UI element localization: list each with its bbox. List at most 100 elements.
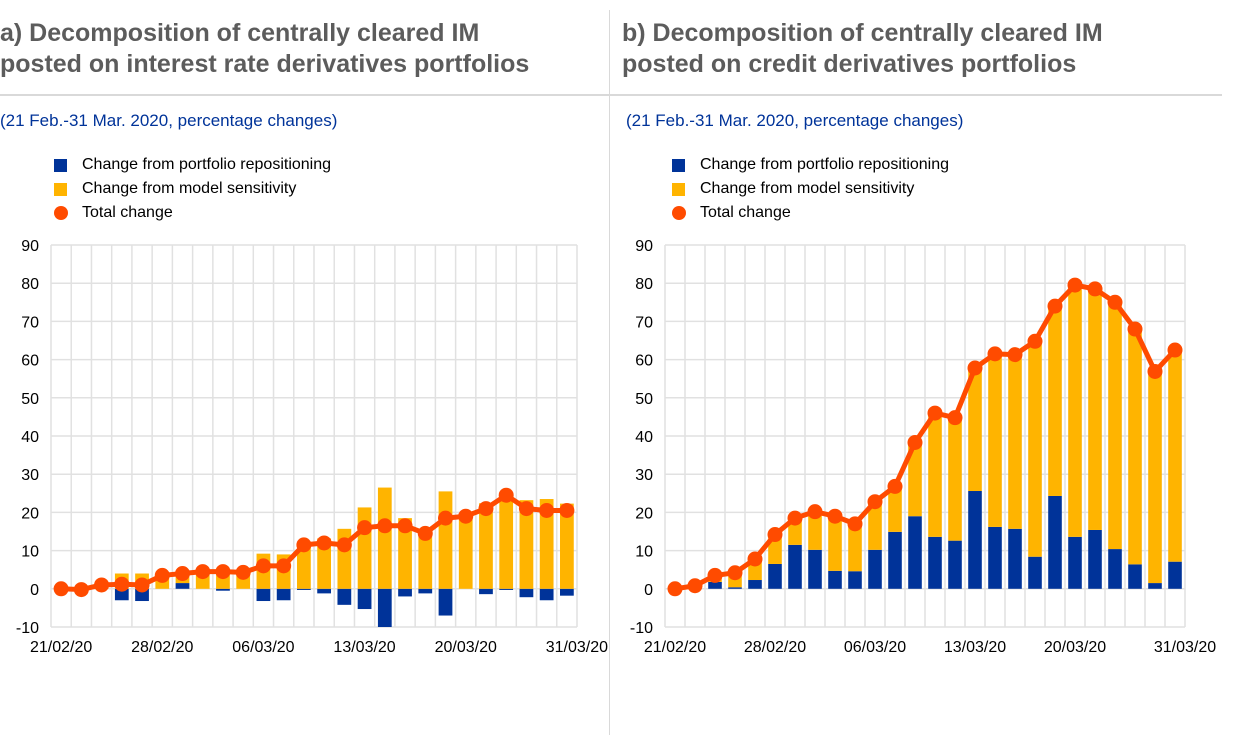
bar-sensitivity	[499, 494, 514, 589]
point-total-change	[539, 502, 555, 518]
point-total-change	[154, 567, 170, 583]
legend-item-repositioning: Change from portfolio repositioning	[54, 153, 331, 177]
point-total-change	[458, 508, 474, 524]
bar-sensitivity	[1108, 302, 1122, 550]
x-tick-label: 31/03/20	[1154, 639, 1216, 656]
legend-label: Change from model sensitivity	[82, 180, 297, 197]
bar-sensitivity	[868, 501, 882, 550]
legend-label: Total change	[700, 204, 791, 221]
y-tick-label: 10	[21, 544, 39, 561]
bar-sensitivity	[808, 511, 822, 550]
point-total-change	[377, 518, 393, 534]
y-tick-label: 90	[635, 238, 653, 255]
bar-sensitivity	[1048, 306, 1062, 496]
bar-sensitivity	[317, 538, 331, 589]
point-total-change	[1107, 294, 1123, 310]
point-total-change	[73, 582, 89, 598]
y-tick-label: 30	[21, 467, 39, 484]
x-tick-label: 21/02/20	[644, 639, 706, 656]
point-total-change	[667, 581, 683, 597]
legend-label: Change from model sensitivity	[700, 180, 915, 197]
bar-repositioning	[728, 587, 742, 589]
bar-repositioning	[560, 588, 574, 596]
point-total-change	[747, 551, 763, 567]
x-tick-label: 20/03/20	[435, 639, 497, 656]
point-total-change	[94, 577, 110, 593]
y-tick-label: 50	[21, 391, 39, 408]
bar-sensitivity	[1148, 371, 1162, 584]
panel-a-legend: Change from portfolio repositioning Chan…	[54, 153, 331, 225]
point-total-change	[559, 502, 575, 518]
legend-dot-orange	[54, 206, 68, 220]
legend-item-sensitivity: Change from model sensitivity	[672, 177, 949, 201]
bar-sensitivity	[1008, 354, 1022, 529]
legend-swatch-yellow	[54, 182, 67, 196]
bar-repositioning	[848, 571, 862, 589]
bar-repositioning	[768, 563, 782, 589]
point-total-change	[175, 566, 190, 582]
bar-repositioning	[708, 581, 722, 589]
panel-a-title-line2: posted on interest rate derivatives port…	[0, 50, 530, 78]
bar-sensitivity	[519, 500, 534, 589]
legend-item-sensitivity: Change from model sensitivity	[54, 177, 331, 201]
bar-repositioning	[908, 516, 922, 589]
point-total-change	[1087, 281, 1103, 297]
x-tick-label: 13/03/20	[333, 639, 395, 656]
bar-repositioning	[1128, 564, 1142, 589]
panel-separator	[609, 10, 610, 735]
bar-repositioning	[499, 588, 514, 590]
x-tick-label: 06/03/20	[232, 639, 294, 656]
bar-repositioning	[418, 588, 433, 594]
point-total-change	[255, 558, 271, 574]
bar-repositioning	[297, 588, 311, 590]
bar-repositioning	[1028, 556, 1042, 589]
title-divider-a	[0, 94, 609, 96]
legend-item-total: Total change	[672, 201, 949, 225]
x-tick-label: 20/03/20	[1044, 639, 1106, 656]
legend-dot-orange	[672, 206, 686, 220]
point-total-change	[847, 516, 863, 532]
bar-sensitivity	[377, 487, 392, 589]
bar-repositioning	[948, 540, 962, 589]
point-total-change	[987, 346, 1003, 362]
bar-sensitivity	[1168, 350, 1182, 562]
point-total-change	[1027, 333, 1043, 349]
bar-sensitivity	[418, 528, 433, 589]
point-total-change	[767, 527, 783, 543]
bar-repositioning	[928, 536, 942, 589]
bar-sensitivity	[948, 417, 962, 541]
bar-repositioning	[377, 588, 392, 627]
bar-sensitivity	[479, 503, 493, 589]
point-total-change	[357, 520, 373, 536]
y-tick-label: 60	[21, 353, 39, 370]
bar-repositioning	[357, 588, 372, 610]
y-tick-label: 80	[21, 276, 39, 293]
panel-b-title-line2: posted on credit derivatives portfolios	[622, 50, 1077, 78]
bar-repositioning	[748, 580, 762, 589]
point-total-change	[827, 508, 843, 524]
bar-sensitivity	[988, 353, 1002, 527]
bar-repositioning	[1168, 561, 1182, 589]
legend-swatch-yellow	[672, 182, 685, 196]
point-total-change	[235, 564, 251, 580]
bar-repositioning	[337, 588, 352, 605]
panel-a-subtitle: (21 Feb.-31 Mar. 2020, percentage change…	[0, 111, 338, 130]
point-total-change	[276, 558, 292, 574]
legend-item-repositioning: Change from portfolio repositioning	[672, 153, 949, 177]
point-total-change	[417, 525, 433, 541]
y-tick-label: 70	[21, 314, 39, 331]
bar-repositioning	[539, 588, 554, 601]
x-tick-label: 28/02/20	[131, 639, 193, 656]
bar-repositioning	[868, 549, 882, 589]
bar-repositioning	[1088, 529, 1102, 589]
bar-sensitivity	[848, 523, 862, 572]
point-total-change	[867, 494, 883, 510]
point-total-change	[707, 567, 723, 583]
bar-repositioning	[888, 531, 902, 589]
panel-b-title-line1: b) Decomposition of centrally cleared IM	[622, 19, 1103, 47]
point-total-change	[1047, 298, 1063, 314]
y-tick-label: 80	[635, 276, 653, 293]
title-divider-b	[610, 94, 1222, 96]
bar-repositioning	[988, 526, 1002, 589]
